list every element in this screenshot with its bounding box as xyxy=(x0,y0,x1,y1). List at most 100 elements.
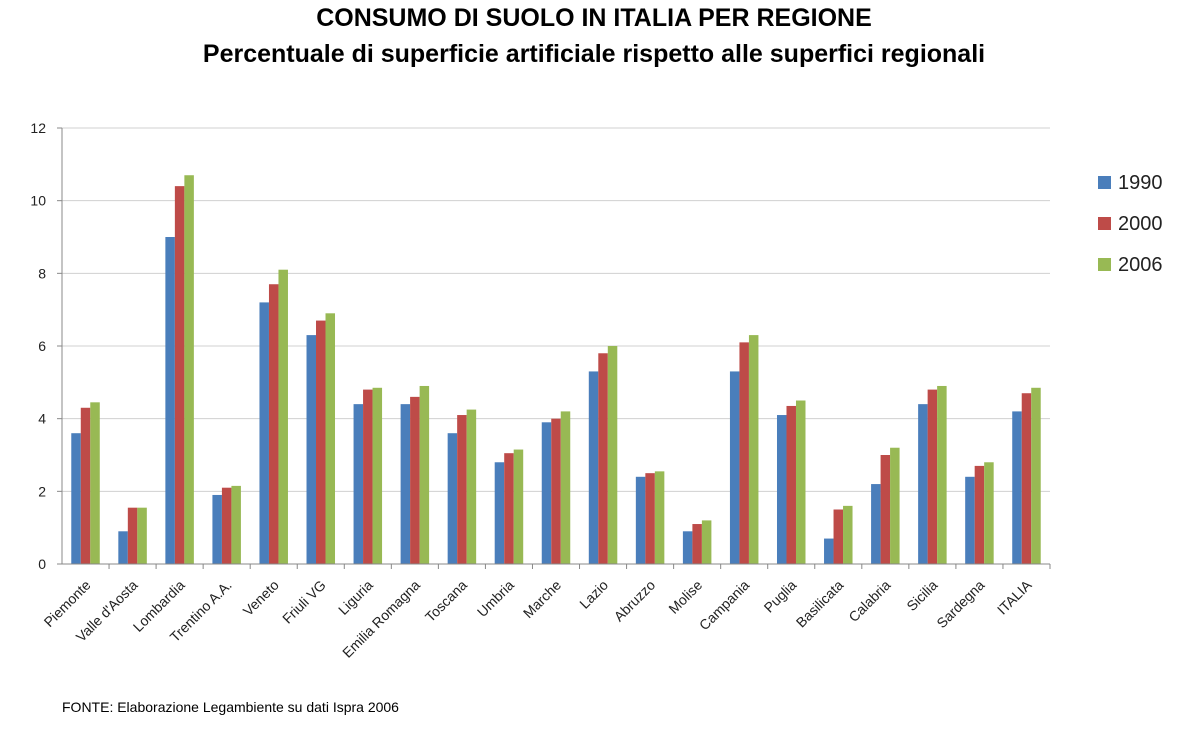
y-tick-label: 10 xyxy=(30,193,46,209)
bar-2000 xyxy=(80,407,91,564)
bar-2006 xyxy=(466,409,477,564)
bars xyxy=(71,175,1041,564)
x-tick-label: Liguria xyxy=(335,577,376,618)
bar-1990 xyxy=(918,404,928,564)
bar-2000 xyxy=(1021,393,1032,564)
x-tick-label: Campania xyxy=(696,577,753,634)
x-tick-label: Sardegna xyxy=(933,577,987,631)
legend-label-1990: 1990 xyxy=(1118,172,1163,194)
x-tick-label: Calabria xyxy=(845,577,893,625)
x-tick-label: Friuli VG xyxy=(279,577,329,627)
bar-2000 xyxy=(833,509,844,564)
bar-2006 xyxy=(748,335,759,564)
legend-label-2000: 2000 xyxy=(1118,213,1163,235)
x-tick-label: Toscana xyxy=(422,577,470,625)
bar-2006 xyxy=(890,447,900,564)
x-tick-label: Puglia xyxy=(761,577,800,616)
bar-2000 xyxy=(127,507,138,564)
bar-2006 xyxy=(278,269,288,564)
x-tick-label: Veneto xyxy=(240,577,282,619)
bar-1990 xyxy=(965,476,975,564)
bar-1990 xyxy=(682,531,693,564)
bar-2006 xyxy=(419,385,430,564)
bar-2000 xyxy=(880,455,891,564)
bar-1990 xyxy=(71,433,81,564)
legend-swatch-1990 xyxy=(1098,176,1111,189)
bar-2006 xyxy=(937,385,947,564)
bar-1990 xyxy=(541,422,552,564)
bar-2000 xyxy=(410,396,420,564)
legend-swatch-2006 xyxy=(1098,258,1111,271)
bar-1990 xyxy=(400,404,411,564)
legend-label-2006: 2006 xyxy=(1118,254,1163,276)
bar-2000 xyxy=(786,405,796,564)
y-tick-label: 6 xyxy=(38,338,46,354)
bar-2000 xyxy=(927,389,938,564)
legend: 1990 2000 2006 xyxy=(1098,172,1163,276)
bar-2006 xyxy=(984,462,994,564)
bar-2006 xyxy=(1031,387,1041,564)
bar-2006 xyxy=(607,346,618,564)
bar-2006 xyxy=(184,175,194,564)
bar-2006 xyxy=(372,387,383,564)
bar-1990 xyxy=(871,484,881,564)
x-tick-label: Abruzzo xyxy=(611,577,659,625)
bar-1990 xyxy=(165,237,175,564)
y-tick-label: 8 xyxy=(38,265,46,281)
bar-2000 xyxy=(598,353,608,564)
bar-2000 xyxy=(268,284,279,564)
bar-2006 xyxy=(231,485,241,564)
x-tick-label: ITALIA xyxy=(994,576,1035,617)
bar-2000 xyxy=(504,453,514,564)
y-tick-label: 2 xyxy=(38,483,46,499)
y-tick-label: 12 xyxy=(30,120,46,136)
y-tick-label: 4 xyxy=(38,411,46,427)
bar-1990 xyxy=(447,433,458,564)
chart-title: CONSUMO DI SUOLO IN ITALIA PER REGIONE xyxy=(316,4,872,32)
bar-1990 xyxy=(776,415,787,564)
chart-subtitle: Percentuale di superficie artificiale ri… xyxy=(202,40,986,68)
bar-1990 xyxy=(353,404,364,564)
bar-1990 xyxy=(306,335,317,564)
x-tick-label: Marche xyxy=(520,577,564,621)
bar-2006 xyxy=(701,520,712,564)
bar-2000 xyxy=(316,320,326,564)
bar-1990 xyxy=(635,476,646,564)
bar-1990 xyxy=(259,302,269,564)
bar-2000 xyxy=(551,418,561,564)
source-note: FONTE: Elaborazione Legambiente su dati … xyxy=(62,699,399,715)
x-tick-label: Sicilia xyxy=(903,577,940,614)
bar-2000 xyxy=(645,473,655,564)
bar-2006 xyxy=(325,313,336,564)
bar-2006 xyxy=(560,411,571,564)
bar-2000 xyxy=(739,342,749,564)
bar-2006 xyxy=(513,449,524,564)
bar-1990 xyxy=(729,371,740,564)
bar-1990 xyxy=(1012,411,1022,564)
bar-2006 xyxy=(137,507,147,564)
legend-swatch-2000 xyxy=(1098,217,1111,230)
bar-2006 xyxy=(90,402,100,564)
x-tick-label: Molise xyxy=(665,577,705,617)
bar-1990 xyxy=(588,371,599,564)
bar-2000 xyxy=(974,465,985,564)
bar-2000 xyxy=(692,524,702,564)
x-tick-label: Lazio xyxy=(576,577,611,612)
x-tick-label: Basilicata xyxy=(793,577,847,631)
y-axis-ticks: 0 2 4 6 8 10 12 xyxy=(30,120,62,572)
bar-2000 xyxy=(363,389,373,564)
bar-2006 xyxy=(654,471,665,564)
bar-2000 xyxy=(457,415,467,564)
bar-2000 xyxy=(221,487,232,564)
bar-2006 xyxy=(843,505,853,564)
bar-2000 xyxy=(174,186,185,564)
bar-1990 xyxy=(494,462,505,564)
bar-2006 xyxy=(795,400,806,564)
y-tick-label: 0 xyxy=(38,556,46,572)
bar-1990 xyxy=(824,538,834,564)
bar-1990 xyxy=(118,531,128,564)
bar-1990 xyxy=(212,494,222,564)
x-tick-label: Umbria xyxy=(474,577,517,620)
